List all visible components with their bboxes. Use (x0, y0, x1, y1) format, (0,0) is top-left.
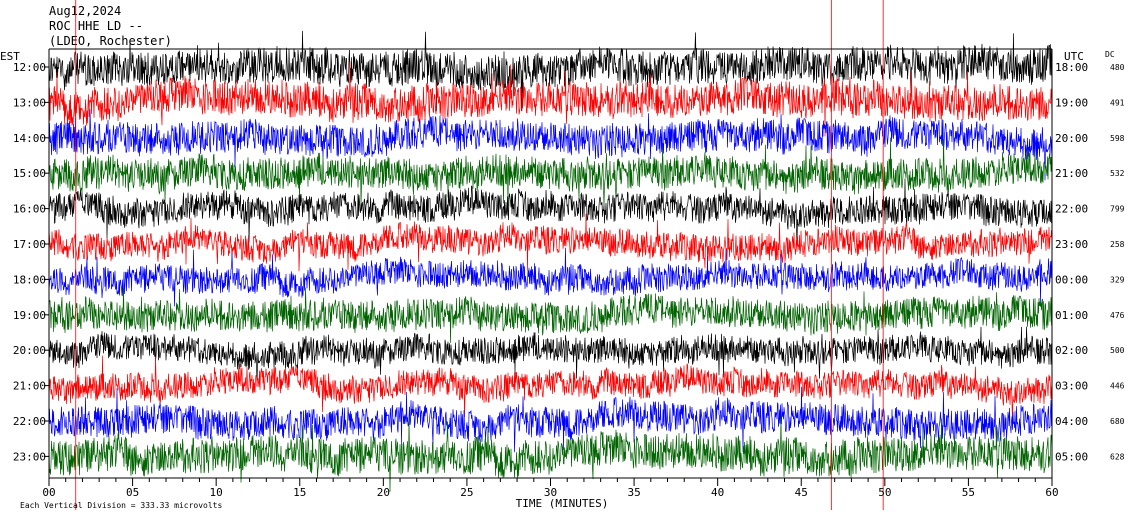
x-tick-group: 00 05 10 15 20 25 30 35 40 45 50 55 60 (42, 478, 1059, 499)
utc-time-label: 22:00 (1055, 203, 1088, 216)
x-tick-label: 60 (1045, 486, 1058, 499)
trace-line-2000 (48, 326, 1053, 387)
dc-value-label: 598 (1110, 134, 1125, 143)
est-time-label: 13:00 (13, 96, 46, 109)
x-axis-title: TIME (MINUTES) (516, 497, 609, 510)
x-tick-label: 35 (627, 486, 640, 499)
utc-time-label: 00:00 (1055, 273, 1088, 286)
trace-line-1600 (48, 178, 1053, 247)
x-tick-label: 30 (544, 486, 557, 499)
trace-line-1500 (48, 137, 1053, 208)
trace-line-1700 (48, 213, 1053, 272)
utc-time-label: 01:00 (1055, 309, 1088, 322)
x-tick-label: 15 (293, 486, 306, 499)
est-time-label: 22:00 (13, 415, 46, 428)
x-tick-label: 20 (377, 486, 390, 499)
header-station: ROC HHE LD -- (49, 19, 143, 33)
utc-time-label: 19:00 (1055, 96, 1088, 109)
trace-line-1400 (48, 109, 1053, 181)
dc-value-label: 799 (1110, 205, 1125, 214)
est-time-label: 15:00 (13, 167, 46, 180)
header-date: Aug12,2024 (49, 4, 121, 18)
utc-time-label: 03:00 (1055, 380, 1088, 393)
x-tick-label: 05 (126, 486, 139, 499)
dc-value-label: 680 (1110, 417, 1125, 426)
trace-line-1800 (48, 247, 1053, 307)
est-time-label: 20:00 (13, 344, 46, 357)
footer-note: Each Vertical Division = 333.33 microvol… (20, 501, 222, 510)
utc-time-label: 20:00 (1055, 132, 1088, 145)
right-axis-title: UTC (1064, 50, 1084, 63)
est-time-label: 16:00 (13, 203, 46, 216)
trace-line-1900 (48, 287, 1053, 343)
utc-time-label: 21:00 (1055, 167, 1088, 180)
trace-line-2200 (48, 386, 1053, 453)
dc-value-label: 532 (1110, 169, 1125, 178)
trace-group (48, 30, 1053, 492)
est-time-label: 17:00 (13, 238, 46, 251)
utc-time-label: 23:00 (1055, 238, 1088, 251)
dc-value-label: 476 (1110, 311, 1125, 320)
header-network: (LDEO, Rochester) (49, 34, 172, 48)
est-time-label: 23:00 (13, 450, 46, 463)
est-time-label: 21:00 (13, 380, 46, 393)
dc-value-label: 491 (1110, 98, 1125, 107)
utc-time-label: 18:00 (1055, 61, 1088, 74)
y-label-group: 12:00 18:00 480 13:00 19:00 491 14:00 20:00 598 1… (13, 61, 1125, 463)
x-tick-label: 55 (962, 486, 975, 499)
trace-line-1200 (48, 30, 1053, 112)
est-time-label: 14:00 (13, 132, 46, 145)
dc-value-label: 628 (1110, 452, 1125, 461)
dc-title: DC (1105, 50, 1115, 59)
est-time-label: 19:00 (13, 309, 46, 322)
trace-line-2100 (48, 355, 1053, 422)
x-tick-label: 00 (42, 486, 55, 499)
trace-line-1300 (48, 61, 1053, 137)
est-time-label: 18:00 (13, 273, 46, 286)
utc-time-label: 05:00 (1055, 450, 1088, 463)
utc-time-label: 02:00 (1055, 344, 1088, 357)
x-tick-label: 25 (460, 486, 473, 499)
left-axis-title: EST (0, 50, 20, 63)
x-tick-label: 50 (878, 486, 891, 499)
utc-time-label: 04:00 (1055, 415, 1088, 428)
x-tick-label: 10 (210, 486, 223, 499)
dc-value-label: 329 (1110, 275, 1125, 284)
dc-value-label: 258 (1110, 240, 1125, 249)
dc-value-label: 480 (1110, 63, 1125, 72)
est-time-label: 12:00 (13, 61, 46, 74)
trace-line-2300 (48, 415, 1053, 492)
dc-value-label: 500 (1110, 346, 1125, 355)
spike-group (75, 0, 884, 510)
x-tick-label: 40 (711, 486, 724, 499)
x-tick-label: 45 (795, 486, 808, 499)
dc-value-label: 446 (1110, 382, 1125, 391)
